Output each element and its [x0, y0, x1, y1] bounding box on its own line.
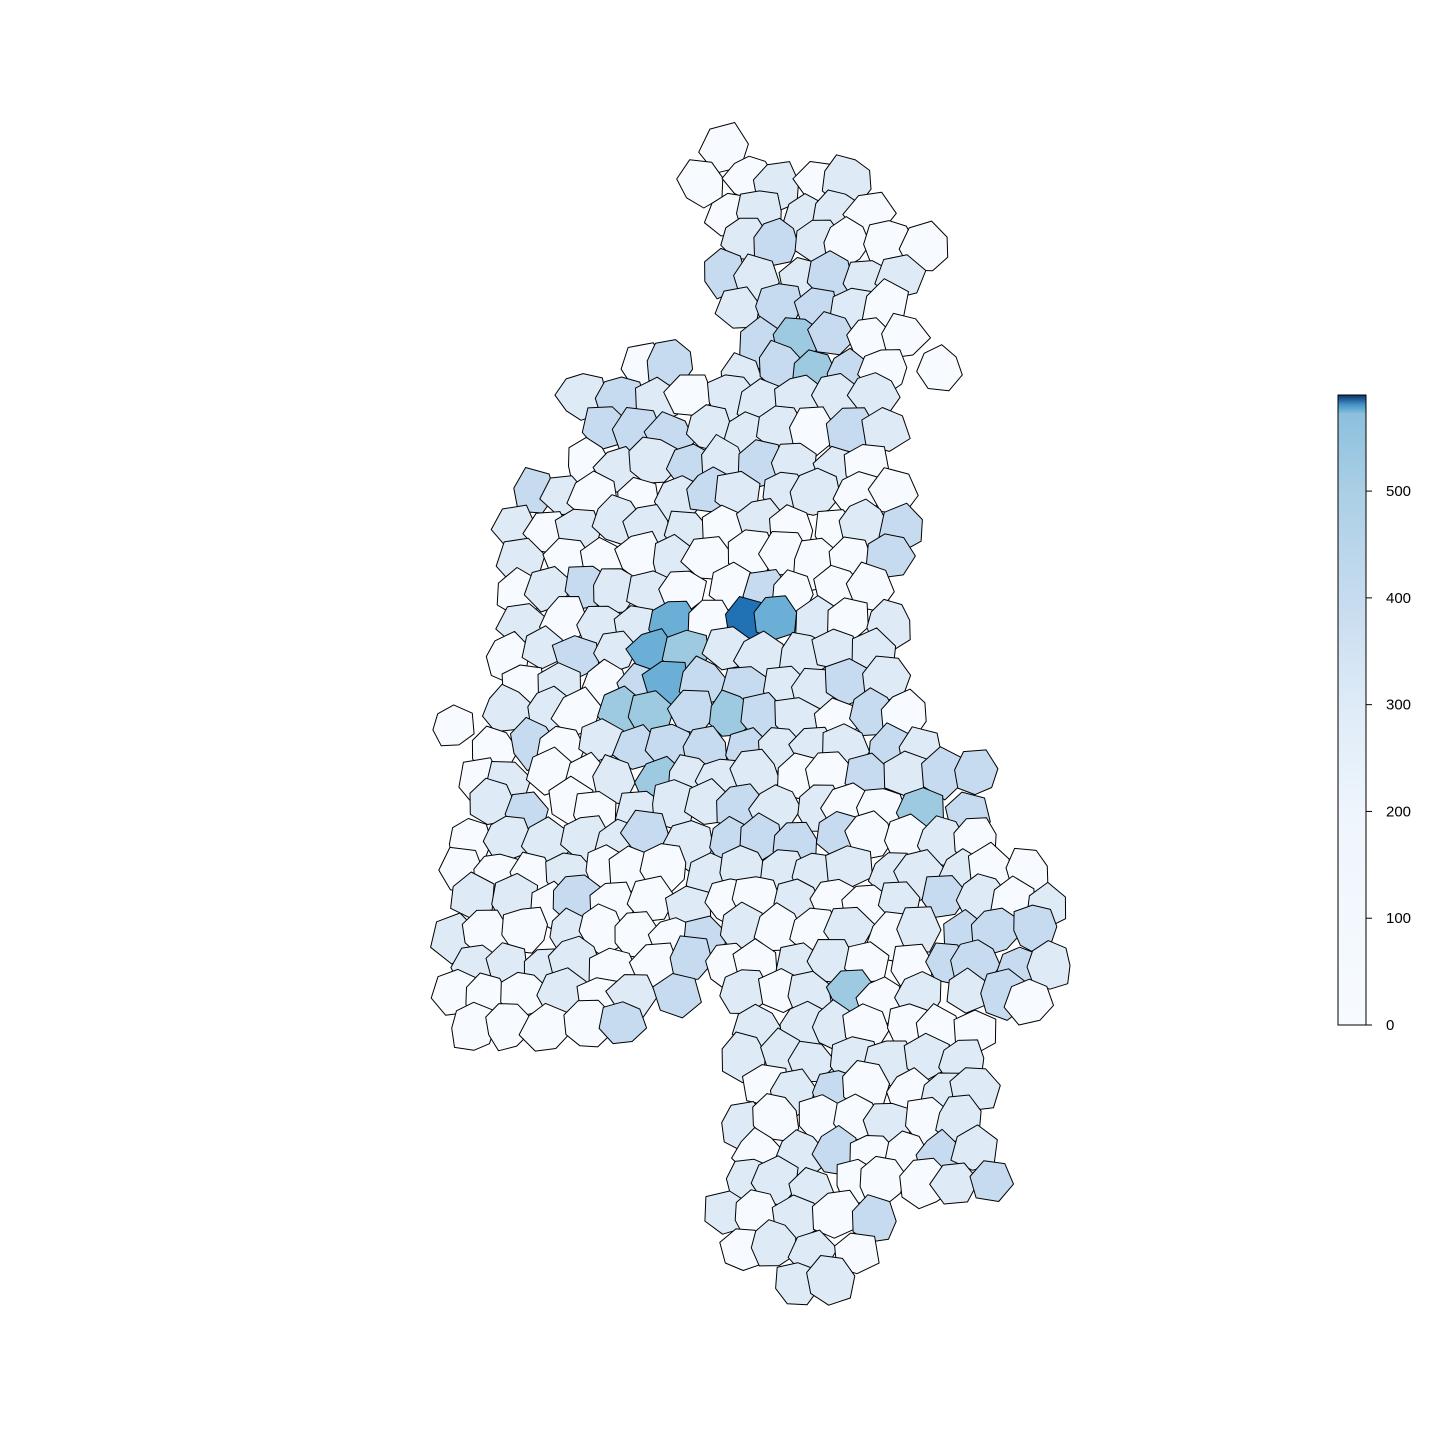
legend-tick-label: 0 [1386, 1017, 1394, 1034]
region-cell [954, 749, 999, 796]
region-cell [485, 1003, 531, 1052]
region-cell [669, 935, 713, 982]
isolated-region-cell [916, 344, 963, 392]
legend-tick-label: 100 [1386, 910, 1411, 927]
region-cell [881, 312, 931, 359]
isolated-region-cell [432, 704, 475, 747]
region-cell [626, 875, 677, 923]
region-cell [806, 1255, 856, 1306]
legend-ticks: 0 100 200 300 400 500 [1366, 483, 1411, 1034]
legend-tick-label: 500 [1386, 483, 1411, 500]
region-cell [750, 1219, 797, 1267]
region-cell [469, 777, 516, 825]
region-cell [846, 372, 901, 419]
region-cell [652, 973, 702, 1019]
region-cell [501, 906, 548, 954]
legend-tick-label: 400 [1386, 590, 1411, 607]
region-cells [430, 122, 1071, 1306]
region-cell [753, 595, 798, 640]
region-cell [482, 815, 532, 860]
region-cell [969, 1160, 1014, 1202]
region-cell [518, 1002, 571, 1052]
region-cell [789, 467, 841, 516]
region-cell [929, 1162, 980, 1205]
region-cell [598, 1001, 648, 1045]
legend-tick-label: 300 [1386, 697, 1411, 714]
legend-color-bar [1337, 394, 1367, 1026]
region-cell [1026, 940, 1071, 990]
region-cell [676, 159, 724, 209]
color-legend: 0 100 200 300 400 500 [1337, 394, 1411, 1034]
region-cell [950, 1124, 998, 1171]
region-cell [896, 906, 942, 953]
legend-tick-label: 200 [1386, 803, 1411, 820]
region-cell [862, 655, 912, 702]
region-cell [753, 217, 799, 267]
region-cell [1003, 978, 1054, 1026]
